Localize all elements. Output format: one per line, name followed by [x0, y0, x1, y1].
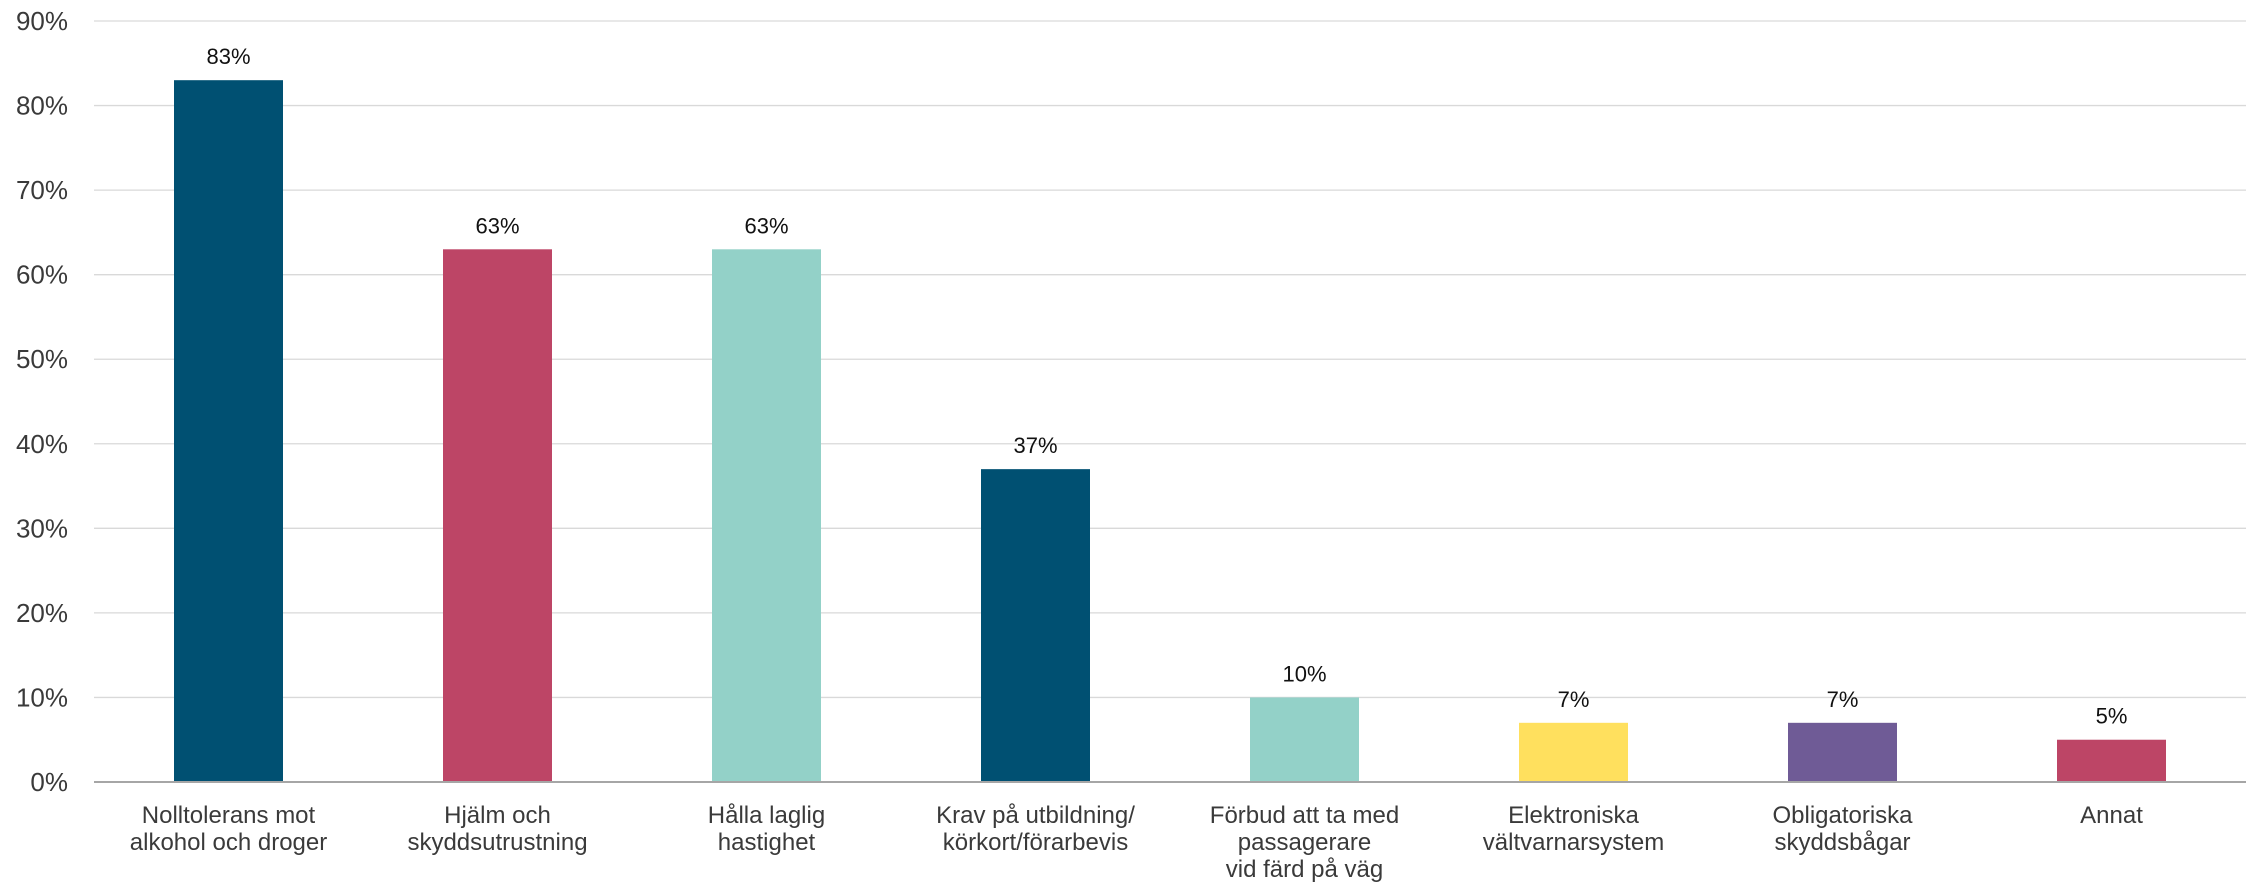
x-tick-label: hastighet	[718, 829, 816, 856]
y-tick-label: 20%	[16, 598, 68, 628]
x-tick-label: Elektroniska	[1508, 802, 1639, 829]
y-tick-label: 30%	[16, 513, 68, 543]
bar	[443, 249, 552, 783]
bar	[1788, 722, 1897, 782]
x-tick-label: passagerare	[1238, 829, 1371, 856]
x-tick-label: vältvarnarsystem	[1483, 829, 1664, 856]
data-label: 37%	[1013, 433, 1057, 458]
y-tick-label: 50%	[16, 344, 68, 374]
x-tick-label: Krav på utbildning/	[936, 802, 1135, 829]
data-label: 83%	[206, 44, 250, 69]
bar	[174, 80, 283, 782]
x-tick-label: Förbud att ta med	[1210, 802, 1399, 829]
x-tick-label: skyddsutrustning	[407, 829, 587, 856]
bars	[174, 80, 2166, 783]
data-label: 63%	[475, 213, 519, 238]
y-axis: 0% 10% 20% 30% 40% 50% 60% 70% 80% 90%	[16, 6, 68, 797]
x-tick-label: Annat	[2080, 802, 2143, 829]
bar	[712, 249, 821, 783]
y-tick-label: 90%	[16, 6, 68, 36]
x-tick-label: vid färd på väg	[1226, 856, 1383, 883]
bar	[1519, 722, 1628, 782]
bar	[2057, 739, 2166, 782]
bar	[981, 469, 1090, 782]
data-label: 63%	[744, 213, 788, 238]
y-tick-label: 70%	[16, 175, 68, 205]
bar	[1250, 697, 1359, 782]
data-label: 7%	[1558, 687, 1590, 712]
y-tick-label: 40%	[16, 429, 68, 459]
gridlines	[94, 20, 2246, 699]
y-tick-label: 60%	[16, 260, 68, 290]
x-tick-label: Nolltolerans mot	[142, 802, 316, 829]
y-tick-label: 10%	[16, 682, 68, 712]
data-labels: 83% 63% 63% 37% 10% 7% 7% 5%	[206, 44, 2127, 729]
x-tick-label: Obligatoriska	[1772, 802, 1913, 829]
y-tick-label: 0%	[30, 767, 68, 797]
data-label: 10%	[1282, 661, 1326, 686]
data-label: 5%	[2096, 704, 2128, 729]
x-tick-label: Hålla laglig	[708, 802, 825, 829]
x-tick-label: skyddsbågar	[1774, 829, 1910, 856]
x-tick-label: Hjälm och	[444, 802, 551, 829]
data-label: 7%	[1827, 687, 1859, 712]
y-tick-label: 80%	[16, 91, 68, 121]
x-tick-label: körkort/förarbevis	[943, 829, 1128, 856]
x-tick-label: alkohol och droger	[130, 829, 327, 856]
